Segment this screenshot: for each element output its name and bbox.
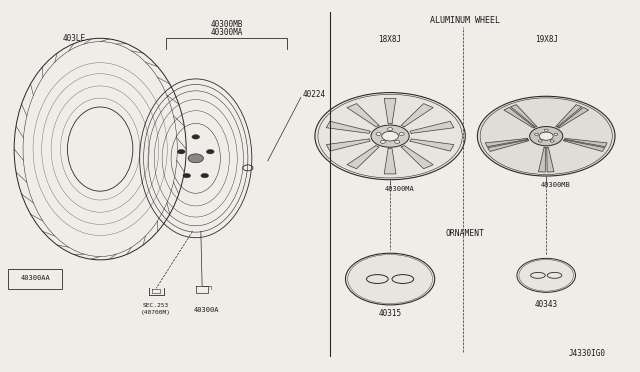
Circle shape [554,133,558,135]
Circle shape [192,135,200,139]
Circle shape [382,131,398,141]
Polygon shape [410,139,454,151]
Circle shape [380,140,385,143]
Circle shape [207,150,214,154]
Text: SEC.253: SEC.253 [143,304,170,308]
Circle shape [315,93,465,180]
Circle shape [399,132,404,135]
Circle shape [550,140,554,142]
Text: 40300AA: 40300AA [20,275,50,281]
Circle shape [477,96,615,176]
Text: 40300A: 40300A [194,307,220,313]
Polygon shape [401,145,433,169]
Polygon shape [384,99,396,124]
Circle shape [376,132,381,135]
Circle shape [177,150,185,154]
Circle shape [517,259,575,292]
Text: ALUMINUM WHEEL: ALUMINUM WHEEL [430,16,500,25]
Text: 40300MA: 40300MA [210,28,243,37]
Polygon shape [564,138,607,147]
Circle shape [183,173,191,178]
Text: 40300MA: 40300MA [385,186,415,192]
Polygon shape [384,149,396,174]
Circle shape [371,125,409,147]
Circle shape [346,253,435,305]
Circle shape [530,126,563,146]
Polygon shape [511,105,537,127]
Text: 40300MB: 40300MB [541,182,571,188]
Polygon shape [538,147,546,172]
Text: 40224: 40224 [302,90,325,99]
Circle shape [388,128,393,131]
Polygon shape [504,108,534,128]
Text: 19X8J: 19X8J [534,35,558,44]
Text: 18X8J: 18X8J [378,35,402,44]
Polygon shape [485,138,528,147]
Polygon shape [558,108,589,128]
Circle shape [538,140,542,142]
Bar [8,269,62,289]
Polygon shape [326,121,370,134]
Circle shape [544,129,548,131]
Polygon shape [347,104,379,127]
Polygon shape [547,147,554,172]
Ellipse shape [67,107,133,191]
Polygon shape [488,140,529,151]
Polygon shape [401,104,433,127]
Text: 403LE: 403LE [63,34,86,43]
Circle shape [540,132,553,140]
Polygon shape [410,121,454,134]
Polygon shape [347,145,379,169]
Text: (40700M): (40700M) [141,310,172,315]
Text: ORNAMENT: ORNAMENT [446,229,484,238]
Polygon shape [556,105,582,127]
Text: 40315: 40315 [378,309,402,318]
Circle shape [534,133,538,135]
Polygon shape [564,140,605,151]
Circle shape [395,140,400,143]
Circle shape [201,173,209,178]
Text: J4330IG0: J4330IG0 [568,350,605,359]
Text: 40300MB: 40300MB [210,20,243,29]
Text: 40343: 40343 [534,300,558,309]
Circle shape [188,154,204,163]
Polygon shape [326,139,370,151]
